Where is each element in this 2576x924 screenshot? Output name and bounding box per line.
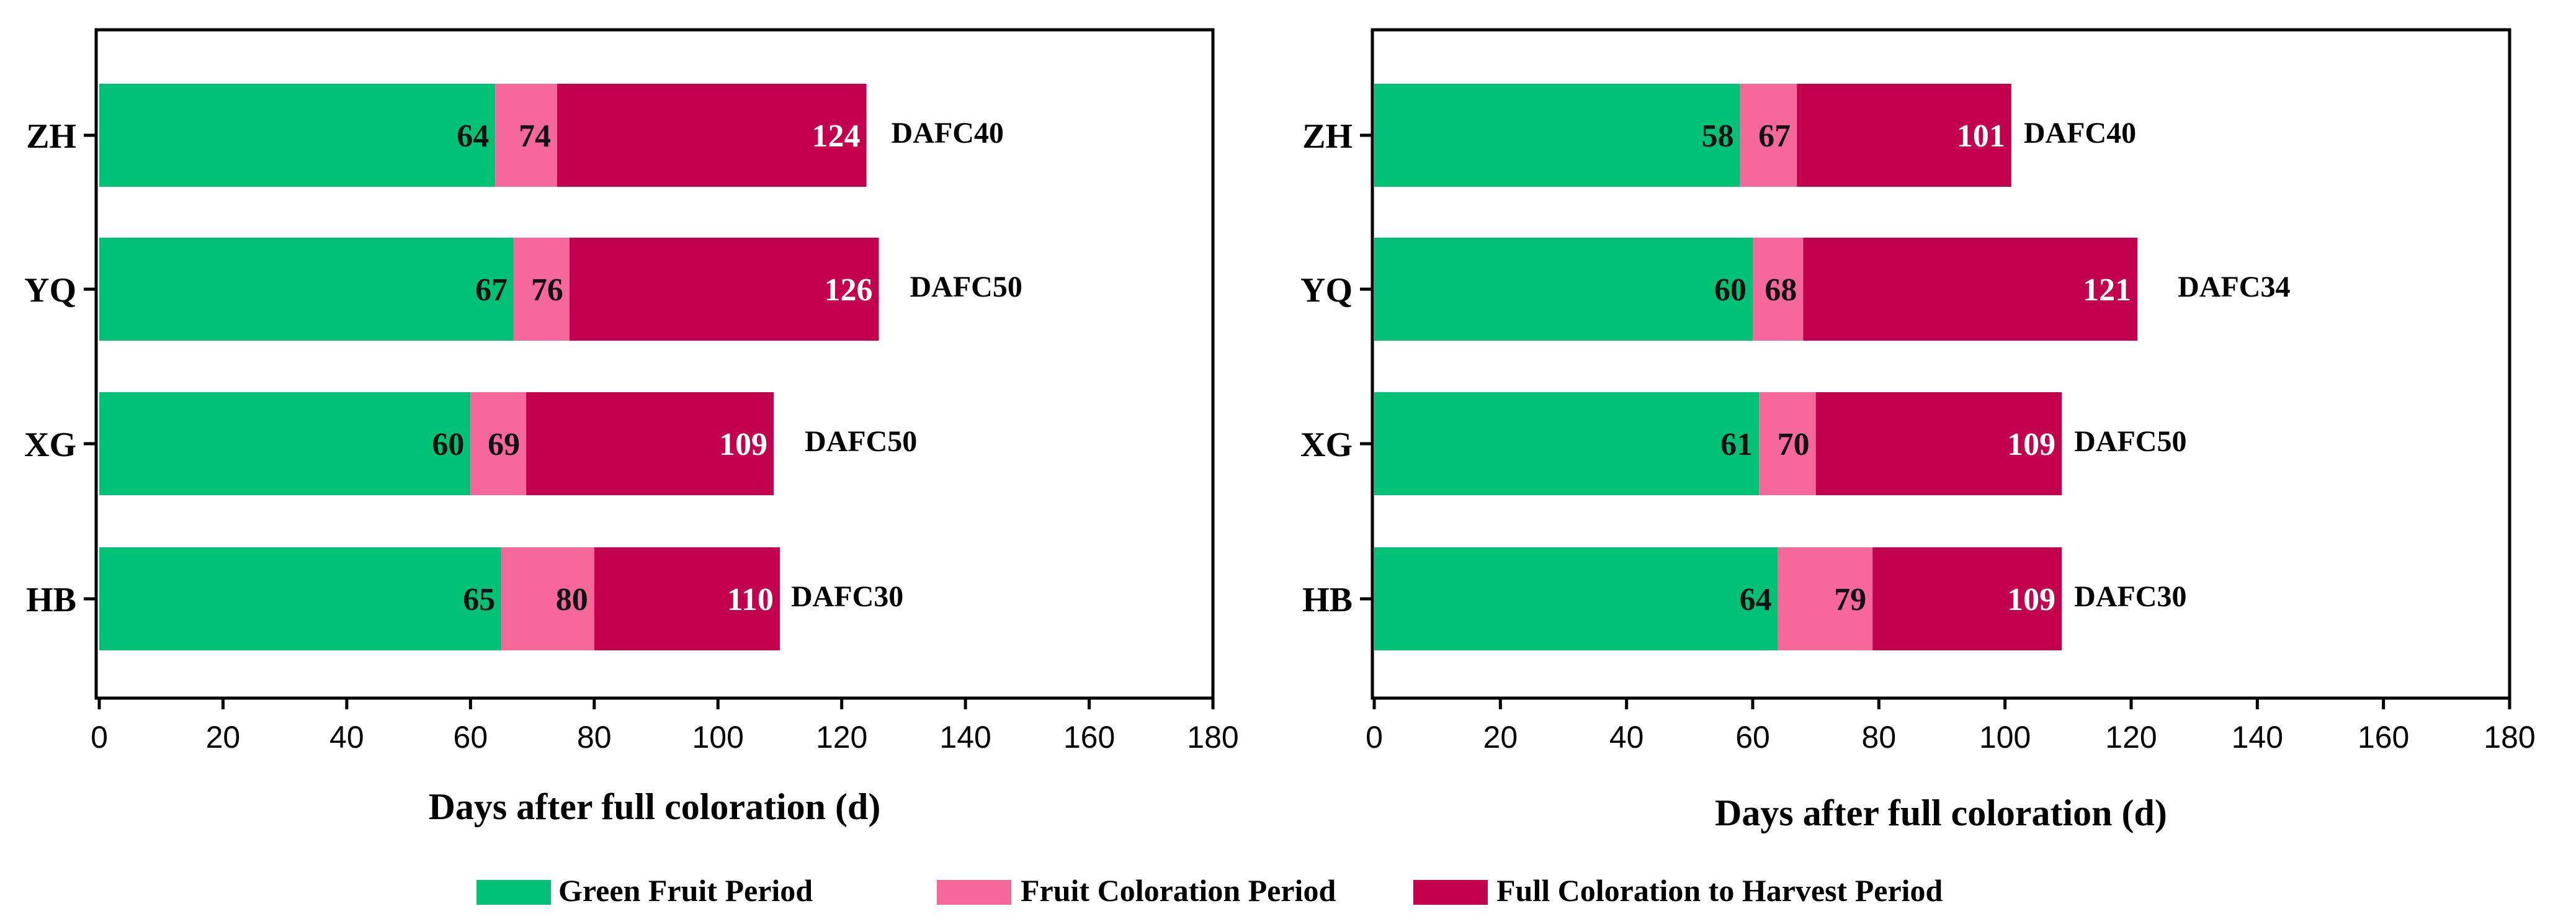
panel1-bar-hb-crimson <box>594 547 780 650</box>
panel2-annotation-xg: DAFC50 <box>2074 425 2186 458</box>
panel1-xtick-label-100: 100 <box>692 720 744 755</box>
panel1-bar-yq-pink <box>514 238 570 341</box>
panel2-annotation-zh: DAFC40 <box>2024 117 2136 150</box>
panel1-bar-xg-pink <box>470 392 527 495</box>
panel2-bar-label-zh-green: 58 <box>1702 119 1734 154</box>
panel2-category-label-zh: ZH <box>1302 117 1353 156</box>
panel1-annotation-hb: DAFC30 <box>791 580 903 613</box>
panel1-bar-label-hb-green: 65 <box>463 582 495 617</box>
panel2-xtick-label-40: 40 <box>1609 720 1644 755</box>
panel1-xtick-label-140: 140 <box>939 720 991 755</box>
panel1-bar-label-yq-green: 67 <box>475 272 508 308</box>
panel1-bar-label-hb-pink: 80 <box>556 582 588 617</box>
panel1-bar-label-zh-crimson: 124 <box>812 119 861 154</box>
panel1-plot-frame <box>94 28 1215 700</box>
panel2-x-axis-label: Days after full coloration (d) <box>1715 792 2167 833</box>
panel2-bar-hb-green <box>1374 547 1778 650</box>
panel2-xtick-label-80: 80 <box>1862 720 1897 755</box>
panel2-bar-label-xg-pink: 70 <box>1778 427 1810 462</box>
panel1-xtick-label-0: 0 <box>91 720 108 755</box>
panel1-bar-yq-crimson <box>569 238 879 341</box>
panel1-xtick-label-180: 180 <box>1187 720 1238 755</box>
panel1-bar-label-yq-crimson: 126 <box>825 272 873 308</box>
panel1-xtick-label-160: 160 <box>1063 720 1115 755</box>
panel1-x-axis-label: Days after full coloration (d) <box>429 786 881 827</box>
panel2-bar-label-zh-crimson: 101 <box>1957 119 2005 154</box>
panel1-bar-label-xg-crimson: 109 <box>719 427 767 462</box>
legend-label-green: Green Fruit Period <box>558 873 813 908</box>
panel1-xtick-label-60: 60 <box>454 720 488 755</box>
panel2-bar-label-yq-crimson: 121 <box>2083 272 2131 308</box>
panel2-xtick-label-60: 60 <box>1735 720 1770 755</box>
panel2-bar-xg-pink <box>1759 392 1816 495</box>
panel1-bar-label-yq-pink: 76 <box>531 272 563 308</box>
panel1-bar-label-xg-pink: 69 <box>488 427 520 462</box>
panel2-bar-label-xg-green: 61 <box>1720 427 1753 462</box>
panel2-xtick-label-120: 120 <box>2105 720 2157 755</box>
panel2-bar-hb-pink <box>1778 547 1873 650</box>
panel2-bar-yq-pink <box>1753 238 1804 341</box>
legend-swatch-green <box>476 880 551 905</box>
panel1-bar-label-zh-pink: 74 <box>519 119 551 154</box>
panel1-bar-hb-pink <box>501 547 594 650</box>
panel2-annotation-hb: DAFC30 <box>2074 580 2186 613</box>
panel1-annotation-xg: DAFC50 <box>805 425 917 458</box>
panel1-bar-zh-pink <box>495 84 557 187</box>
panel2-bar-label-hb-crimson: 109 <box>2007 582 2055 617</box>
panel2-xtick-label-180: 180 <box>2484 720 2535 755</box>
panel2-bar-zh-green <box>1374 84 1740 187</box>
panel2-category-label-hb: HB <box>1302 581 1353 619</box>
panel1-annotation-yq: DAFC50 <box>910 271 1022 303</box>
panel1-xtick-label-40: 40 <box>329 720 364 755</box>
panel2-bar-zh-pink <box>1740 84 1797 187</box>
panel2-bar-yq-green <box>1374 238 1753 341</box>
panel1-bar-xg-green <box>99 392 471 495</box>
legend-label-pink: Fruit Coloration Period <box>1021 873 1336 908</box>
panel2-xtick-label-0: 0 <box>1366 720 1383 755</box>
panel2-bar-xg-green <box>1374 392 1760 495</box>
panel2-bar-xg-crimson <box>1815 392 2062 495</box>
panel1-category-label-zh: ZH <box>26 117 76 156</box>
panel1-bar-label-hb-crimson: 110 <box>727 582 774 617</box>
panel1-bar-label-xg-green: 60 <box>432 427 464 462</box>
panel2-bar-hb-crimson <box>1872 547 2062 650</box>
panel2-xtick-label-160: 160 <box>2358 720 2409 755</box>
panel1-bar-zh-crimson <box>557 84 867 187</box>
panel1-bar-hb-green <box>99 547 502 650</box>
panel2-category-label-yq: YQ <box>1300 271 1353 310</box>
panel1-bar-zh-green <box>99 84 496 187</box>
panel1-xtick-label-20: 20 <box>206 720 241 755</box>
panel2-bar-label-zh-pink: 67 <box>1758 119 1791 154</box>
panel1-category-label-yq: YQ <box>24 271 76 310</box>
panel2-bar-zh-crimson <box>1797 84 2011 187</box>
panel2-xtick-label-100: 100 <box>1979 720 2031 755</box>
panel1-category-label-hb: HB <box>26 581 76 619</box>
panel1-annotation-zh: DAFC40 <box>892 117 1004 150</box>
panel1-bar-yq-green <box>99 238 514 341</box>
legend-swatch-crimson <box>1413 880 1488 905</box>
panel1-xtick-label-80: 80 <box>577 720 612 755</box>
panel2-bar-label-hb-pink: 79 <box>1834 582 1866 617</box>
panel2-bar-label-yq-pink: 68 <box>1764 272 1797 308</box>
panel2-plot-frame <box>1371 28 2511 700</box>
panel2-category-label-xg: XG <box>1300 426 1353 464</box>
panel2-bar-label-hb-green: 64 <box>1740 582 1772 617</box>
panel2-xtick-label-20: 20 <box>1483 720 1518 755</box>
panel2-annotation-yq: DAFC34 <box>2178 271 2290 303</box>
panel2-xtick-label-140: 140 <box>2232 720 2283 755</box>
panel2-bar-yq-crimson <box>1803 238 2138 341</box>
panel1-bar-xg-crimson <box>526 392 774 495</box>
legend-label-crimson: Full Coloration to Harvest Period <box>1496 873 1943 908</box>
legend-swatch-pink <box>937 880 1011 905</box>
panel2-bar-label-yq-green: 60 <box>1714 272 1746 308</box>
panel2-bar-label-xg-crimson: 109 <box>2007 427 2055 462</box>
panel1-bar-label-zh-green: 64 <box>457 119 489 154</box>
panel1-xtick-label-120: 120 <box>816 720 867 755</box>
panel1-category-label-xg: XG <box>24 426 76 464</box>
